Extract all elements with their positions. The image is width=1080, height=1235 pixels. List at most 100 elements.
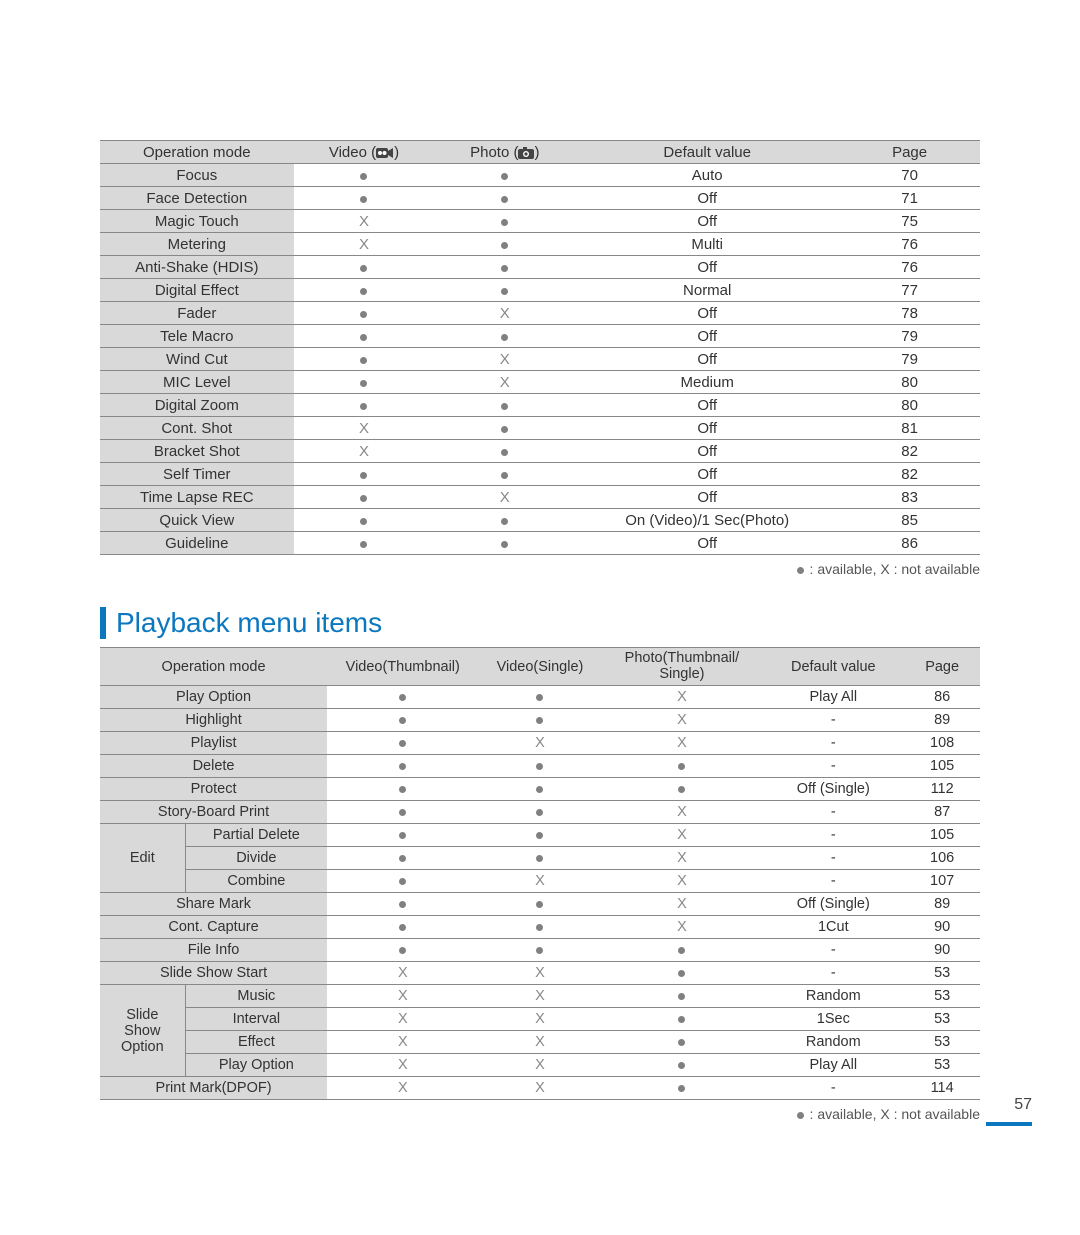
dot-icon xyxy=(678,1016,685,1023)
table-row: MeteringXMulti76 xyxy=(100,233,980,256)
cell-default: Off (Single) xyxy=(762,777,904,800)
cell-photo xyxy=(601,1030,762,1053)
cell-photo xyxy=(601,754,762,777)
cell-photo xyxy=(434,440,575,463)
cell-photo xyxy=(601,1007,762,1030)
row-label: Protect xyxy=(100,777,327,800)
cell-video-thumb xyxy=(327,731,478,754)
dot-icon xyxy=(360,380,367,387)
cell-photo: X xyxy=(601,869,762,892)
cell-page: 105 xyxy=(904,823,980,846)
table-row: FaderXOff78 xyxy=(100,302,980,325)
dot-icon xyxy=(797,567,804,574)
cell-page: 90 xyxy=(904,915,980,938)
cell-page: 108 xyxy=(904,731,980,754)
cell-default: Off xyxy=(575,394,839,417)
cell-page: 90 xyxy=(904,938,980,961)
dot-icon xyxy=(501,403,508,410)
cell-default: Off xyxy=(575,187,839,210)
cell-page: 76 xyxy=(839,233,980,256)
cell-photo xyxy=(434,233,575,256)
dot-icon xyxy=(399,878,406,885)
x-icon: X xyxy=(677,712,687,728)
operation-mode-table-1: Operation modeVideo ()Photo ()Default va… xyxy=(100,140,980,555)
x-icon: X xyxy=(677,689,687,705)
dot-icon xyxy=(360,265,367,272)
cell-page: 77 xyxy=(839,279,980,302)
dot-icon xyxy=(536,901,543,908)
section-title-playback: Playback menu items xyxy=(100,607,980,639)
row-label: Cont. Capture xyxy=(100,915,327,938)
row-label: Bracket Shot xyxy=(100,440,294,463)
x-icon: X xyxy=(359,236,369,253)
cell-video-thumb: X xyxy=(327,1007,478,1030)
cell-page: 53 xyxy=(904,1007,980,1030)
cell-default: Medium xyxy=(575,371,839,394)
cell-page: 53 xyxy=(904,1053,980,1076)
cell-video xyxy=(294,325,435,348)
dot-icon xyxy=(797,1112,804,1119)
dot-icon xyxy=(360,173,367,180)
cell-photo: X xyxy=(601,708,762,731)
col-operation-mode: Operation mode xyxy=(100,141,294,164)
table-row: EditPartial DeleteX-105 xyxy=(100,823,980,846)
table-row: Tele MacroOff79 xyxy=(100,325,980,348)
row-label: Quick View xyxy=(100,509,294,532)
cell-photo xyxy=(434,417,575,440)
cell-photo xyxy=(601,777,762,800)
cell-default: - xyxy=(762,800,904,823)
dot-icon xyxy=(501,518,508,525)
cell-video-thumb xyxy=(327,777,478,800)
cell-video-single xyxy=(478,892,601,915)
cell-photo: X xyxy=(434,302,575,325)
table-row: FocusAuto70 xyxy=(100,164,980,187)
dot-icon xyxy=(536,855,543,862)
x-icon: X xyxy=(359,213,369,230)
row-label: Face Detection xyxy=(100,187,294,210)
cell-page: 87 xyxy=(904,800,980,823)
cell-page: 53 xyxy=(904,961,980,984)
dot-icon xyxy=(360,518,367,525)
dot-icon xyxy=(399,763,406,770)
cell-video-thumb xyxy=(327,754,478,777)
row-label: Effect xyxy=(185,1030,327,1053)
cell-page: 70 xyxy=(839,164,980,187)
table-row: SlideShowOptionMusicXXRandom53 xyxy=(100,984,980,1007)
cell-page: 107 xyxy=(904,869,980,892)
table-row: Slide Show StartXX-53 xyxy=(100,961,980,984)
cell-photo: X xyxy=(601,731,762,754)
cell-video-thumb: X xyxy=(327,1053,478,1076)
row-label: Print Mark(DPOF) xyxy=(100,1076,327,1099)
cell-page: 112 xyxy=(904,777,980,800)
table-header-row: Operation modeVideo ()Photo ()Default va… xyxy=(100,141,980,164)
cell-video-single xyxy=(478,938,601,961)
table-row: Cont. CaptureX1Cut90 xyxy=(100,915,980,938)
table-header-row: Operation modeVideo(Thumbnail)Video(Sing… xyxy=(100,648,980,686)
x-icon: X xyxy=(359,443,369,460)
table-row: Wind CutXOff79 xyxy=(100,348,980,371)
table-row: Face DetectionOff71 xyxy=(100,187,980,210)
table-row: Delete-105 xyxy=(100,754,980,777)
dot-icon xyxy=(536,809,543,816)
cell-default: Play All xyxy=(762,685,904,708)
cell-video-single xyxy=(478,846,601,869)
cell-video xyxy=(294,164,435,187)
cell-photo xyxy=(434,532,575,555)
cell-default: Random xyxy=(762,984,904,1007)
row-label: Guideline xyxy=(100,532,294,555)
cell-photo xyxy=(434,164,575,187)
col-default: Default value xyxy=(762,648,904,686)
x-icon: X xyxy=(677,735,687,751)
row-label: Divide xyxy=(185,846,327,869)
cell-video-single: X xyxy=(478,1007,601,1030)
cell-default: Multi xyxy=(575,233,839,256)
cell-default: - xyxy=(762,731,904,754)
legend-1: : available, X : not available xyxy=(100,561,980,577)
cell-photo: X xyxy=(434,348,575,371)
cell-photo: X xyxy=(601,800,762,823)
col-default: Default value xyxy=(575,141,839,164)
cell-video-single xyxy=(478,754,601,777)
cell-default: - xyxy=(762,708,904,731)
cell-video xyxy=(294,463,435,486)
cell-page: 80 xyxy=(839,371,980,394)
